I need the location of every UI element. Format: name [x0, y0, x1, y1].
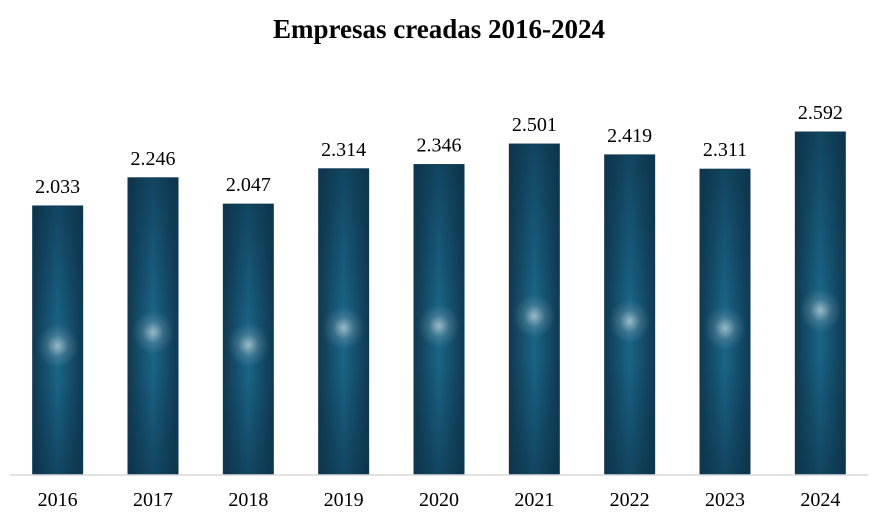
- data-label-2019: 2.314: [321, 139, 366, 161]
- bar-2022: [604, 154, 656, 476]
- bar-2020: [413, 164, 465, 476]
- chart-title: Empresas creadas 2016-2024: [273, 14, 605, 44]
- bar-2017: [127, 177, 179, 476]
- x-tick-label-2023: 2023: [705, 489, 745, 511]
- x-tick-label-2017: 2017: [133, 489, 173, 511]
- data-label-2016: 2.033: [35, 176, 80, 198]
- data-label-2021: 2.501: [512, 114, 557, 136]
- bar-2024: [794, 131, 846, 476]
- bar-2019: [318, 168, 370, 476]
- bar-2018: [222, 203, 274, 476]
- x-tick-label-2020: 2020: [419, 489, 459, 511]
- data-label-2018: 2.047: [226, 174, 271, 196]
- data-label-2022: 2.419: [607, 125, 652, 147]
- data-label-2024: 2.592: [798, 102, 843, 124]
- x-tick-label-2018: 2018: [228, 489, 268, 511]
- x-tick-label-2019: 2019: [324, 489, 364, 511]
- x-tick-label-2022: 2022: [610, 489, 650, 511]
- bar-2023: [699, 168, 751, 476]
- data-label-2017: 2.246: [131, 148, 176, 170]
- x-tick-label-2021: 2021: [514, 489, 554, 511]
- bar-2016: [32, 205, 84, 476]
- data-label-2020: 2.346: [417, 135, 462, 157]
- x-tick-label-2016: 2016: [38, 489, 78, 511]
- x-tick-label-2024: 2024: [800, 489, 840, 511]
- data-label-2023: 2.311: [703, 139, 747, 161]
- bar-2021: [508, 143, 560, 476]
